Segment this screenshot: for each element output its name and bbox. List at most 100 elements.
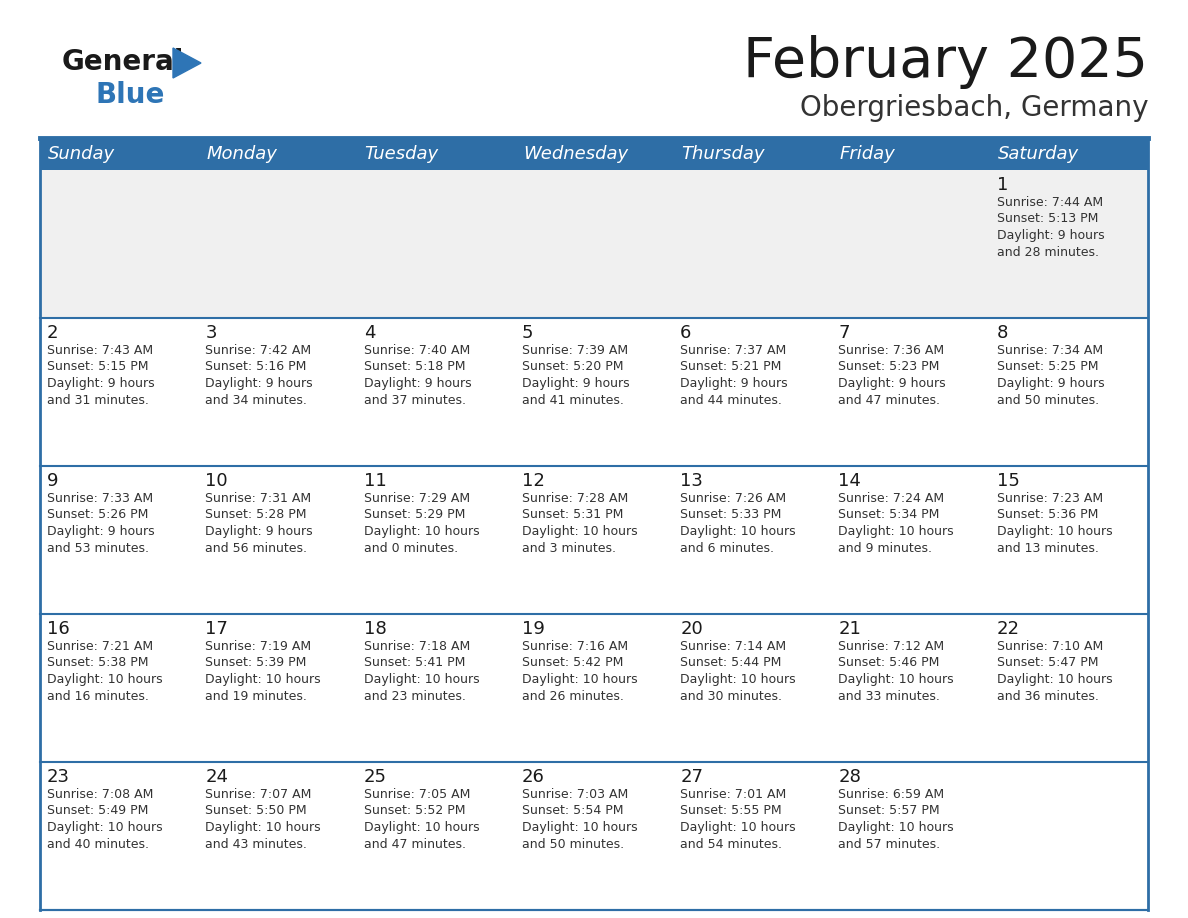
Text: Daylight: 10 hours: Daylight: 10 hours: [522, 821, 638, 834]
Text: 2: 2: [48, 324, 58, 342]
Text: Daylight: 10 hours: Daylight: 10 hours: [48, 821, 163, 834]
Text: Sunrise: 7:05 AM: Sunrise: 7:05 AM: [364, 788, 470, 801]
Text: 21: 21: [839, 620, 861, 638]
Text: Sunset: 5:49 PM: Sunset: 5:49 PM: [48, 804, 148, 818]
Text: Daylight: 10 hours: Daylight: 10 hours: [364, 821, 479, 834]
Text: Daylight: 9 hours: Daylight: 9 hours: [364, 377, 472, 390]
Text: Sunrise: 7:37 AM: Sunrise: 7:37 AM: [681, 344, 786, 357]
Text: Sunset: 5:18 PM: Sunset: 5:18 PM: [364, 361, 465, 374]
Text: 1: 1: [997, 176, 1009, 194]
Text: Sunset: 5:31 PM: Sunset: 5:31 PM: [522, 509, 624, 521]
Text: Sunset: 5:16 PM: Sunset: 5:16 PM: [206, 361, 307, 374]
Text: and 26 minutes.: and 26 minutes.: [522, 689, 624, 702]
Text: Daylight: 10 hours: Daylight: 10 hours: [206, 821, 321, 834]
Text: Thursday: Thursday: [681, 145, 765, 163]
Text: Daylight: 10 hours: Daylight: 10 hours: [839, 525, 954, 538]
Text: Sunrise: 7:01 AM: Sunrise: 7:01 AM: [681, 788, 786, 801]
Text: Tuesday: Tuesday: [365, 145, 438, 163]
Text: and 13 minutes.: and 13 minutes.: [997, 542, 1099, 554]
Text: Sunrise: 7:26 AM: Sunrise: 7:26 AM: [681, 492, 786, 505]
Text: Daylight: 10 hours: Daylight: 10 hours: [522, 525, 638, 538]
Text: Sunday: Sunday: [48, 145, 115, 163]
Text: Daylight: 9 hours: Daylight: 9 hours: [997, 377, 1105, 390]
Text: Daylight: 10 hours: Daylight: 10 hours: [681, 525, 796, 538]
Text: Sunrise: 7:14 AM: Sunrise: 7:14 AM: [681, 640, 786, 653]
Text: Sunset: 5:13 PM: Sunset: 5:13 PM: [997, 212, 1098, 226]
Text: and 23 minutes.: and 23 minutes.: [364, 689, 466, 702]
Text: Daylight: 10 hours: Daylight: 10 hours: [48, 673, 163, 686]
Text: Sunrise: 6:59 AM: Sunrise: 6:59 AM: [839, 788, 944, 801]
Text: Sunset: 5:23 PM: Sunset: 5:23 PM: [839, 361, 940, 374]
Text: Daylight: 10 hours: Daylight: 10 hours: [522, 673, 638, 686]
Text: Friday: Friday: [840, 145, 896, 163]
Text: and 34 minutes.: and 34 minutes.: [206, 394, 308, 407]
Text: Sunrise: 7:31 AM: Sunrise: 7:31 AM: [206, 492, 311, 505]
Text: Daylight: 10 hours: Daylight: 10 hours: [839, 821, 954, 834]
Text: 13: 13: [681, 472, 703, 490]
Text: Sunset: 5:26 PM: Sunset: 5:26 PM: [48, 509, 148, 521]
Bar: [40, 614, 1148, 762]
Text: and 9 minutes.: and 9 minutes.: [839, 542, 933, 554]
Text: 27: 27: [681, 768, 703, 786]
Text: and 30 minutes.: and 30 minutes.: [681, 689, 782, 702]
Text: 20: 20: [681, 620, 703, 638]
Text: Sunset: 5:42 PM: Sunset: 5:42 PM: [522, 656, 624, 669]
Text: and 40 minutes.: and 40 minutes.: [48, 837, 148, 850]
Text: and 47 minutes.: and 47 minutes.: [364, 837, 466, 850]
Text: 25: 25: [364, 768, 386, 786]
Text: Saturday: Saturday: [998, 145, 1079, 163]
Text: General: General: [62, 48, 184, 76]
Text: 12: 12: [522, 472, 545, 490]
Text: and 0 minutes.: and 0 minutes.: [364, 542, 457, 554]
Text: Monday: Monday: [207, 145, 277, 163]
Text: Daylight: 9 hours: Daylight: 9 hours: [839, 377, 946, 390]
Text: Sunset: 5:15 PM: Sunset: 5:15 PM: [48, 361, 148, 374]
Text: Sunrise: 7:16 AM: Sunrise: 7:16 AM: [522, 640, 628, 653]
Text: 5: 5: [522, 324, 533, 342]
Text: Sunrise: 7:44 AM: Sunrise: 7:44 AM: [997, 196, 1102, 209]
Text: Sunrise: 7:07 AM: Sunrise: 7:07 AM: [206, 788, 311, 801]
Bar: [40, 170, 1148, 318]
Text: and 28 minutes.: and 28 minutes.: [997, 245, 1099, 259]
Text: Daylight: 10 hours: Daylight: 10 hours: [364, 525, 479, 538]
Text: 3: 3: [206, 324, 216, 342]
Bar: [40, 762, 1148, 910]
Text: Sunrise: 7:12 AM: Sunrise: 7:12 AM: [839, 640, 944, 653]
Text: Daylight: 10 hours: Daylight: 10 hours: [997, 525, 1112, 538]
Text: Sunrise: 7:23 AM: Sunrise: 7:23 AM: [997, 492, 1102, 505]
Text: Daylight: 9 hours: Daylight: 9 hours: [48, 377, 154, 390]
Text: 23: 23: [48, 768, 70, 786]
Text: and 37 minutes.: and 37 minutes.: [364, 394, 466, 407]
Text: Daylight: 9 hours: Daylight: 9 hours: [206, 377, 312, 390]
Text: 22: 22: [997, 620, 1019, 638]
Text: Sunset: 5:55 PM: Sunset: 5:55 PM: [681, 804, 782, 818]
Text: and 31 minutes.: and 31 minutes.: [48, 394, 148, 407]
Text: Sunset: 5:54 PM: Sunset: 5:54 PM: [522, 804, 624, 818]
Text: Sunrise: 7:28 AM: Sunrise: 7:28 AM: [522, 492, 628, 505]
Text: Sunset: 5:50 PM: Sunset: 5:50 PM: [206, 804, 307, 818]
Text: Sunrise: 7:39 AM: Sunrise: 7:39 AM: [522, 344, 628, 357]
Text: and 36 minutes.: and 36 minutes.: [997, 689, 1099, 702]
Bar: [40, 318, 1148, 466]
Text: Sunrise: 7:36 AM: Sunrise: 7:36 AM: [839, 344, 944, 357]
Text: Obergriesbach, Germany: Obergriesbach, Germany: [800, 94, 1148, 122]
Text: Daylight: 9 hours: Daylight: 9 hours: [522, 377, 630, 390]
Polygon shape: [173, 48, 201, 78]
Text: Daylight: 9 hours: Daylight: 9 hours: [997, 229, 1105, 242]
Text: and 56 minutes.: and 56 minutes.: [206, 542, 308, 554]
Text: Sunset: 5:36 PM: Sunset: 5:36 PM: [997, 509, 1098, 521]
Text: Blue: Blue: [95, 81, 164, 109]
Text: Sunrise: 7:40 AM: Sunrise: 7:40 AM: [364, 344, 469, 357]
Text: Sunset: 5:44 PM: Sunset: 5:44 PM: [681, 656, 782, 669]
Text: Sunrise: 7:42 AM: Sunrise: 7:42 AM: [206, 344, 311, 357]
Text: Sunset: 5:29 PM: Sunset: 5:29 PM: [364, 509, 465, 521]
Text: 4: 4: [364, 324, 375, 342]
Text: Sunrise: 7:21 AM: Sunrise: 7:21 AM: [48, 640, 153, 653]
Text: Sunrise: 7:34 AM: Sunrise: 7:34 AM: [997, 344, 1102, 357]
Text: Sunrise: 7:03 AM: Sunrise: 7:03 AM: [522, 788, 628, 801]
Text: Sunrise: 7:43 AM: Sunrise: 7:43 AM: [48, 344, 153, 357]
Text: 8: 8: [997, 324, 1009, 342]
Text: and 16 minutes.: and 16 minutes.: [48, 689, 148, 702]
Text: Sunrise: 7:18 AM: Sunrise: 7:18 AM: [364, 640, 469, 653]
Text: Sunset: 5:47 PM: Sunset: 5:47 PM: [997, 656, 1098, 669]
